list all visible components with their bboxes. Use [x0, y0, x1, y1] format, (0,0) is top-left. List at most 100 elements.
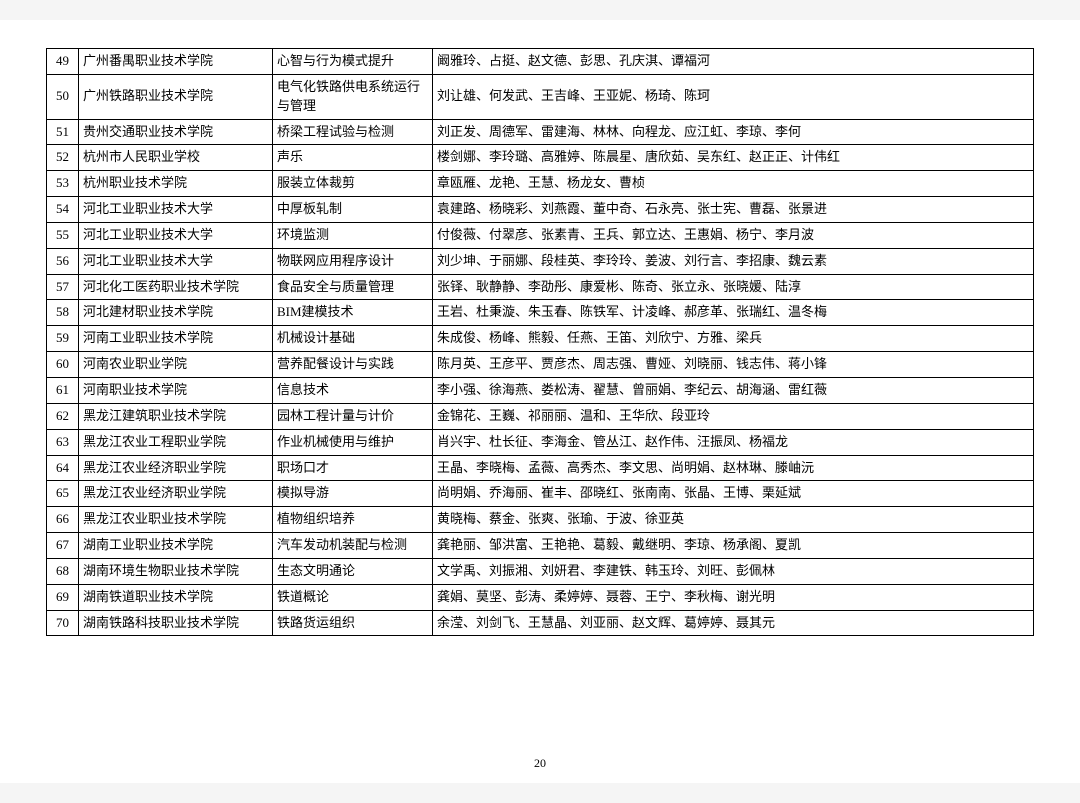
table-row: 56河北工业职业技术大学物联网应用程序设计刘少坤、于丽娜、段桂英、李玲玲、姜波、…: [47, 248, 1034, 274]
institution-cell: 河北工业职业技术大学: [79, 248, 273, 274]
row-number: 70: [47, 610, 79, 636]
institution-cell: 贵州交通职业技术学院: [79, 119, 273, 145]
course-cell: 汽车发动机装配与检测: [273, 533, 433, 559]
course-cell: 生态文明通论: [273, 558, 433, 584]
course-cell: 物联网应用程序设计: [273, 248, 433, 274]
table-row: 61河南职业技术学院信息技术李小强、徐海燕、娄松涛、翟慧、曾丽娟、李纪云、胡海涵…: [47, 377, 1034, 403]
course-cell: 机械设计基础: [273, 326, 433, 352]
course-cell: BIM建模技术: [273, 300, 433, 326]
course-cell: 食品安全与质量管理: [273, 274, 433, 300]
table-row: 51贵州交通职业技术学院桥梁工程试验与检测刘正发、周德军、雷建海、林林、向程龙、…: [47, 119, 1034, 145]
institution-cell: 河南职业技术学院: [79, 377, 273, 403]
course-cell: 环境监测: [273, 222, 433, 248]
table-row: 53杭州职业技术学院服装立体裁剪章瓯雁、龙艳、王慧、杨龙女、曹桢: [47, 171, 1034, 197]
course-cell: 模拟导游: [273, 481, 433, 507]
names-cell: 王晶、李晓梅、孟薇、高秀杰、李文思、尚明娟、赵林琳、滕岫沅: [433, 455, 1034, 481]
course-cell: 心智与行为模式提升: [273, 49, 433, 75]
table-row: 66黑龙江农业职业技术学院植物组织培养黄晓梅、蔡金、张爽、张瑜、于波、徐亚英: [47, 507, 1034, 533]
row-number: 61: [47, 377, 79, 403]
row-number: 52: [47, 145, 79, 171]
institution-cell: 黑龙江农业经济职业学院: [79, 455, 273, 481]
table-row: 63黑龙江农业工程职业学院作业机械使用与维护肖兴宇、杜长征、李海金、管丛江、赵作…: [47, 429, 1034, 455]
institution-cell: 河北化工医药职业技术学院: [79, 274, 273, 300]
course-cell: 作业机械使用与维护: [273, 429, 433, 455]
names-cell: 朱成俊、杨峰、熊毅、任燕、王笛、刘欣宁、方雅、梁兵: [433, 326, 1034, 352]
table-row: 54河北工业职业技术大学中厚板轧制袁建路、杨晓彩、刘燕霞、董中奇、石永亮、张士宪…: [47, 197, 1034, 223]
course-cell: 桥梁工程试验与检测: [273, 119, 433, 145]
names-cell: 肖兴宇、杜长征、李海金、管丛江、赵作伟、汪振凤、杨福龙: [433, 429, 1034, 455]
names-cell: 黄晓梅、蔡金、张爽、张瑜、于波、徐亚英: [433, 507, 1034, 533]
row-number: 58: [47, 300, 79, 326]
institution-cell: 广州番禺职业技术学院: [79, 49, 273, 75]
institution-cell: 湖南铁路科技职业技术学院: [79, 610, 273, 636]
course-cell: 电气化铁路供电系统运行与管理: [273, 74, 433, 119]
course-cell: 铁道概论: [273, 584, 433, 610]
institution-cell: 河北建材职业技术学院: [79, 300, 273, 326]
names-cell: 尚明娟、乔海丽、崔丰、邵晓红、张南南、张晶、王博、栗延斌: [433, 481, 1034, 507]
table-row: 64黑龙江农业经济职业学院职场口才王晶、李晓梅、孟薇、高秀杰、李文思、尚明娟、赵…: [47, 455, 1034, 481]
row-number: 51: [47, 119, 79, 145]
institution-cell: 广州铁路职业技术学院: [79, 74, 273, 119]
institution-cell: 湖南环境生物职业技术学院: [79, 558, 273, 584]
course-cell: 营养配餐设计与实践: [273, 352, 433, 378]
course-cell: 声乐: [273, 145, 433, 171]
names-cell: 金锦花、王巍、祁丽丽、温和、王华欣、段亚玲: [433, 403, 1034, 429]
row-number: 54: [47, 197, 79, 223]
course-cell: 铁路货运组织: [273, 610, 433, 636]
names-cell: 章瓯雁、龙艳、王慧、杨龙女、曹桢: [433, 171, 1034, 197]
course-cell: 信息技术: [273, 377, 433, 403]
course-cell: 园林工程计量与计价: [273, 403, 433, 429]
row-number: 55: [47, 222, 79, 248]
row-number: 65: [47, 481, 79, 507]
names-cell: 刘让雄、何发武、王吉峰、王亚妮、杨琦、陈珂: [433, 74, 1034, 119]
table-row: 59河南工业职业技术学院机械设计基础朱成俊、杨峰、熊毅、任燕、王笛、刘欣宁、方雅…: [47, 326, 1034, 352]
institution-cell: 杭州职业技术学院: [79, 171, 273, 197]
names-cell: 余滢、刘剑飞、王慧晶、刘亚丽、赵文辉、葛婷婷、聂其元: [433, 610, 1034, 636]
row-number: 50: [47, 74, 79, 119]
table-row: 69湖南铁道职业技术学院铁道概论龚娟、莫坚、彭涛、柔婷婷、聂蓉、王宁、李秋梅、谢…: [47, 584, 1034, 610]
names-cell: 张铎、耿静静、李劭彤、康爱彬、陈奇、张立永、张晓媛、陆淳: [433, 274, 1034, 300]
table-row: 65黑龙江农业经济职业学院模拟导游尚明娟、乔海丽、崔丰、邵晓红、张南南、张晶、王…: [47, 481, 1034, 507]
institution-cell: 湖南工业职业技术学院: [79, 533, 273, 559]
table-row: 60河南农业职业学院营养配餐设计与实践陈月英、王彦平、贾彦杰、周志强、曹娅、刘晓…: [47, 352, 1034, 378]
course-cell: 植物组织培养: [273, 507, 433, 533]
table-row: 62黑龙江建筑职业技术学院园林工程计量与计价金锦花、王巍、祁丽丽、温和、王华欣、…: [47, 403, 1034, 429]
course-cell: 服装立体裁剪: [273, 171, 433, 197]
course-cell: 职场口才: [273, 455, 433, 481]
institution-cell: 河南农业职业学院: [79, 352, 273, 378]
institution-cell: 湖南铁道职业技术学院: [79, 584, 273, 610]
institution-cell: 黑龙江农业职业技术学院: [79, 507, 273, 533]
page-number: 20: [0, 756, 1080, 771]
data-table: 49广州番禺职业技术学院心智与行为模式提升阚雅玲、占挺、赵文德、彭思、孔庆淇、谭…: [46, 48, 1034, 636]
names-cell: 付俊薇、付翠彦、张素青、王兵、郭立达、王惠娟、杨宁、李月波: [433, 222, 1034, 248]
names-cell: 陈月英、王彦平、贾彦杰、周志强、曹娅、刘晓丽、钱志伟、蒋小锋: [433, 352, 1034, 378]
table-row: 55河北工业职业技术大学环境监测付俊薇、付翠彦、张素青、王兵、郭立达、王惠娟、杨…: [47, 222, 1034, 248]
document-page: 49广州番禺职业技术学院心智与行为模式提升阚雅玲、占挺、赵文德、彭思、孔庆淇、谭…: [0, 20, 1080, 783]
table-row: 50广州铁路职业技术学院电气化铁路供电系统运行与管理刘让雄、何发武、王吉峰、王亚…: [47, 74, 1034, 119]
row-number: 56: [47, 248, 79, 274]
institution-cell: 黑龙江农业经济职业学院: [79, 481, 273, 507]
table-row: 49广州番禺职业技术学院心智与行为模式提升阚雅玲、占挺、赵文德、彭思、孔庆淇、谭…: [47, 49, 1034, 75]
row-number: 64: [47, 455, 79, 481]
institution-cell: 河北工业职业技术大学: [79, 222, 273, 248]
institution-cell: 黑龙江建筑职业技术学院: [79, 403, 273, 429]
row-number: 68: [47, 558, 79, 584]
names-cell: 王岩、杜秉漩、朱玉春、陈铁军、计凌峰、郝彦革、张瑞红、温冬梅: [433, 300, 1034, 326]
table-row: 68湖南环境生物职业技术学院生态文明通论文学禹、刘振湘、刘妍君、李建铁、韩玉玲、…: [47, 558, 1034, 584]
names-cell: 李小强、徐海燕、娄松涛、翟慧、曾丽娟、李纪云、胡海涵、雷红薇: [433, 377, 1034, 403]
table-row: 57河北化工医药职业技术学院食品安全与质量管理张铎、耿静静、李劭彤、康爱彬、陈奇…: [47, 274, 1034, 300]
row-number: 49: [47, 49, 79, 75]
names-cell: 刘少坤、于丽娜、段桂英、李玲玲、姜波、刘行言、李招康、魏云素: [433, 248, 1034, 274]
institution-cell: 黑龙江农业工程职业学院: [79, 429, 273, 455]
institution-cell: 河北工业职业技术大学: [79, 197, 273, 223]
table-row: 52杭州市人民职业学校声乐楼剑娜、李玲璐、高雅婷、陈晨星、唐欣茹、吴东红、赵正正…: [47, 145, 1034, 171]
row-number: 66: [47, 507, 79, 533]
institution-cell: 河南工业职业技术学院: [79, 326, 273, 352]
names-cell: 楼剑娜、李玲璐、高雅婷、陈晨星、唐欣茹、吴东红、赵正正、计伟红: [433, 145, 1034, 171]
table-row: 67湖南工业职业技术学院汽车发动机装配与检测龚艳丽、邹洪富、王艳艳、葛毅、戴继明…: [47, 533, 1034, 559]
course-cell: 中厚板轧制: [273, 197, 433, 223]
row-number: 60: [47, 352, 79, 378]
names-cell: 文学禹、刘振湘、刘妍君、李建铁、韩玉玲、刘旺、彭佩林: [433, 558, 1034, 584]
names-cell: 阚雅玲、占挺、赵文德、彭思、孔庆淇、谭福河: [433, 49, 1034, 75]
row-number: 62: [47, 403, 79, 429]
